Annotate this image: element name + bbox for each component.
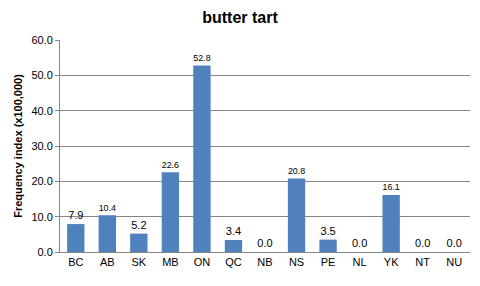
svg-text:NS: NS — [289, 256, 304, 268]
svg-text:16.1: 16.1 — [382, 182, 399, 192]
svg-text:7.9: 7.9 — [68, 209, 83, 221]
svg-text:NB: NB — [257, 256, 272, 268]
svg-text:3.5: 3.5 — [320, 225, 335, 237]
svg-text:YK: YK — [384, 256, 399, 268]
svg-text:50.0: 50.0 — [31, 69, 52, 81]
svg-text:30.0: 30.0 — [31, 140, 52, 152]
svg-text:butter tart: butter tart — [202, 9, 278, 26]
svg-text:Frequency index (x100,000): Frequency index (x100,000) — [12, 74, 24, 218]
svg-text:40.0: 40.0 — [31, 105, 52, 117]
svg-text:0.0: 0.0 — [257, 237, 272, 249]
svg-text:52.8: 52.8 — [193, 53, 210, 63]
svg-text:ON: ON — [194, 256, 211, 268]
svg-text:20.0: 20.0 — [31, 175, 52, 187]
svg-text:0.0: 0.0 — [447, 237, 462, 249]
svg-text:NT: NT — [415, 256, 430, 268]
svg-text:60.0: 60.0 — [31, 34, 52, 46]
svg-text:AB: AB — [100, 256, 115, 268]
svg-text:NU: NU — [446, 256, 462, 268]
svg-text:3.4: 3.4 — [226, 225, 241, 237]
svg-text:NL: NL — [353, 256, 367, 268]
svg-text:PE: PE — [321, 256, 336, 268]
svg-text:0.0: 0.0 — [38, 246, 53, 258]
svg-text:QC: QC — [225, 256, 242, 268]
svg-text:MB: MB — [162, 256, 179, 268]
svg-text:0.0: 0.0 — [415, 237, 430, 249]
svg-text:0.0: 0.0 — [352, 237, 367, 249]
svg-text:10.4: 10.4 — [99, 203, 116, 213]
svg-text:10.0: 10.0 — [31, 211, 52, 223]
svg-text:BC: BC — [68, 256, 83, 268]
svg-text:5.2: 5.2 — [131, 219, 146, 231]
svg-text:SK: SK — [132, 256, 147, 268]
svg-text:20.8: 20.8 — [288, 166, 305, 176]
svg-text:22.6: 22.6 — [162, 160, 179, 170]
